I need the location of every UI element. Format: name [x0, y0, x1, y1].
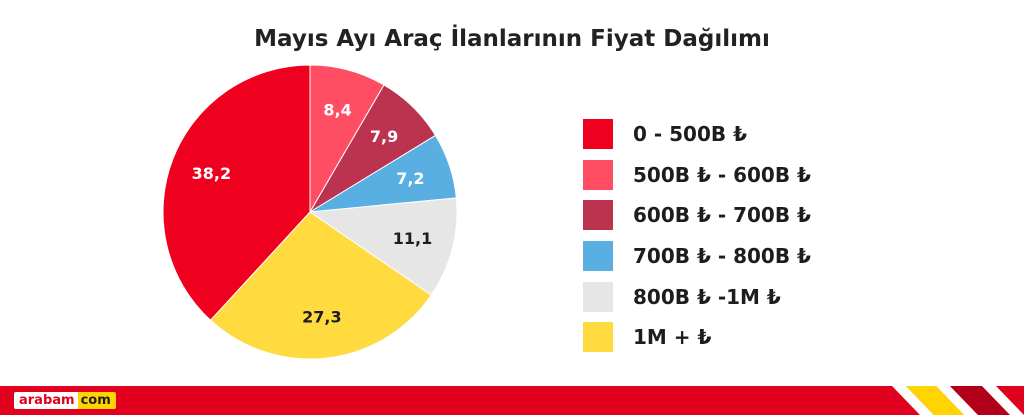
slice-data-label: 8,4 — [323, 100, 351, 119]
legend-label: 600B ₺ - 700B ₺ — [633, 203, 811, 228]
logo-text-com: com — [77, 392, 116, 409]
slice-data-label: 7,2 — [396, 169, 424, 188]
legend-item: 800B ₺ -1M ₺ — [583, 276, 811, 317]
legend-swatch — [583, 281, 613, 312]
slice-data-label: 27,3 — [302, 308, 341, 327]
footer-stripe-graphic — [0, 386, 1024, 415]
legend-item: 0 - 500B ₺ — [583, 114, 811, 155]
chart-title: Mayıs Ayı Araç İlanlarının Fiyat Dağılım… — [254, 26, 770, 52]
legend-label: 700B ₺ - 800B ₺ — [633, 244, 811, 269]
pie-slice — [162, 64, 311, 321]
legend-swatch — [583, 200, 613, 231]
legend-label: 500B ₺ - 600B ₺ — [633, 162, 811, 187]
pie-slice — [308, 197, 458, 296]
legend-item: 1M + ₺ — [583, 317, 811, 358]
logo-text-arabam: arabam — [14, 392, 78, 409]
arabam-logo[interactable]: arabam com — [14, 392, 116, 409]
legend-label: 800B ₺ -1M ₺ — [633, 284, 781, 309]
legend-item: 500B ₺ - 600B ₺ — [583, 155, 811, 196]
legend: 0 - 500B ₺ 500B ₺ - 600B ₺ 600B ₺ - 700B… — [583, 114, 811, 358]
pie-chart: 8,4 7,9 7,2 11,1 27,3 38,2 — [162, 64, 458, 360]
legend-label: 1M + ₺ — [633, 325, 712, 350]
slice-data-label: 11,1 — [393, 229, 432, 248]
slice-data-label: 7,9 — [370, 127, 398, 146]
slice-data-label: 38,2 — [192, 164, 231, 183]
pie-slice — [209, 211, 432, 360]
legend-label: 0 - 500B ₺ — [633, 122, 748, 147]
legend-swatch — [583, 159, 613, 190]
legend-swatch — [583, 119, 613, 150]
footer-bar — [0, 386, 1024, 415]
legend-item: 700B ₺ - 800B ₺ — [583, 236, 811, 277]
legend-item: 600B ₺ - 700B ₺ — [583, 195, 811, 236]
legend-swatch — [583, 322, 613, 353]
legend-swatch — [583, 241, 613, 272]
